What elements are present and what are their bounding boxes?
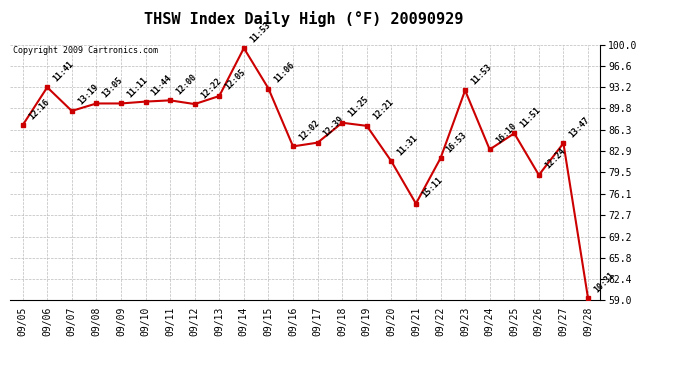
Text: 12:16: 12:16 (27, 97, 51, 121)
Text: 11:11: 11:11 (125, 75, 149, 99)
Text: 12:22: 12:22 (199, 76, 223, 100)
Text: 12:39: 12:39 (322, 114, 346, 138)
Text: 12:02: 12:02 (297, 118, 322, 142)
Text: 15:11: 15:11 (420, 176, 444, 200)
Text: 12:24: 12:24 (543, 147, 567, 171)
Text: 13:19: 13:19 (76, 83, 100, 107)
Text: 11:51: 11:51 (518, 105, 542, 129)
Text: 13:05: 13:05 (101, 75, 125, 99)
Text: 10:31: 10:31 (592, 270, 616, 294)
Text: 13:47: 13:47 (568, 115, 591, 139)
Text: Copyright 2009 Cartronics.com: Copyright 2009 Cartronics.com (13, 46, 158, 55)
Text: 12:05: 12:05 (224, 68, 248, 92)
Text: 11:44: 11:44 (150, 74, 174, 98)
Text: 16:10: 16:10 (494, 121, 518, 146)
Text: THSW Index Daily High (°F) 20090929: THSW Index Daily High (°F) 20090929 (144, 11, 463, 27)
Text: 12:00: 12:00 (175, 72, 198, 96)
Text: 11:53: 11:53 (248, 20, 272, 44)
Text: 11:06: 11:06 (273, 60, 297, 84)
Text: 12:21: 12:21 (371, 98, 395, 122)
Text: 11:25: 11:25 (346, 94, 371, 118)
Text: 16:53: 16:53 (444, 130, 469, 154)
Text: 11:53: 11:53 (469, 62, 493, 86)
Text: 11:41: 11:41 (51, 59, 75, 83)
Text: 11:31: 11:31 (395, 133, 420, 157)
